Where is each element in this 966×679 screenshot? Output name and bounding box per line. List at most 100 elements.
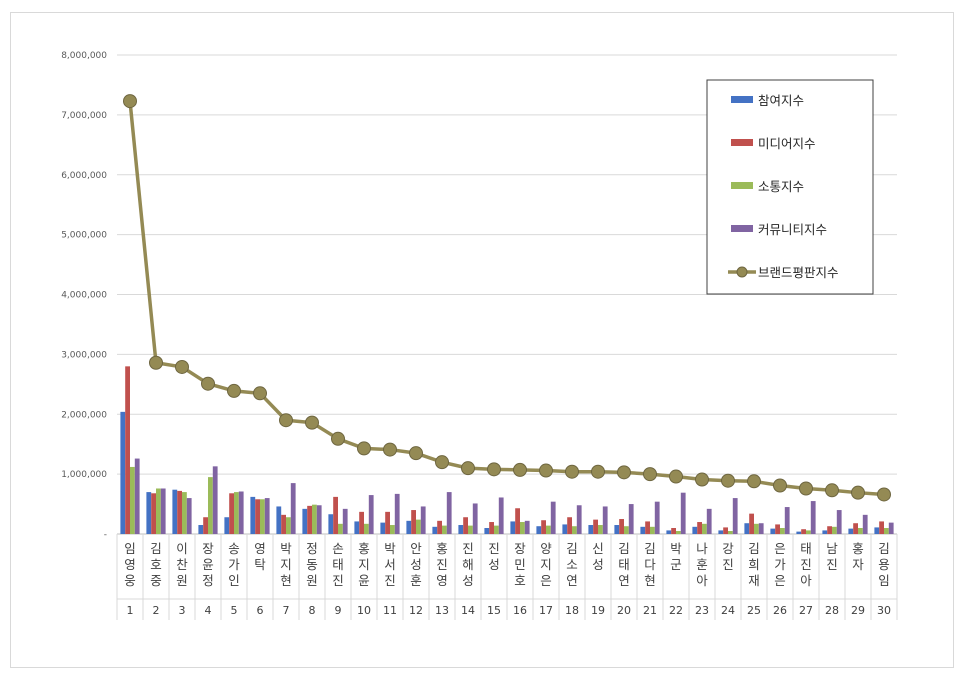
x-rank-label: 16 (513, 604, 527, 617)
data-point (669, 469, 683, 484)
data-point (357, 441, 371, 456)
x-tick-label: 진 (800, 557, 812, 572)
legend-label: 소통지수 (758, 179, 804, 194)
bar (390, 525, 395, 534)
data-point (591, 464, 605, 479)
x-tick-label: 태 (332, 557, 344, 572)
bar (576, 505, 582, 534)
legend-label: 커뮤니티지수 (758, 222, 827, 237)
x-tick-label: 신 (592, 541, 604, 556)
bar (380, 522, 386, 534)
x-rank-label: 18 (565, 604, 579, 617)
data-point (643, 467, 657, 482)
bar (550, 501, 556, 534)
x-tick-label: 성 (410, 557, 422, 572)
bar (385, 511, 390, 534)
bar (836, 510, 842, 534)
legend-swatch (731, 96, 753, 103)
x-tick-label: 지 (280, 557, 292, 572)
x-tick-label: 원 (176, 573, 188, 588)
bar (692, 526, 698, 534)
data-point (539, 463, 553, 478)
x-tick-label: 동 (306, 557, 318, 572)
legend-marker (736, 266, 748, 278)
x-tick-label: 민 (514, 557, 526, 572)
x-rank-label: 15 (487, 604, 501, 617)
y-tick-label: 2,000,000 (61, 410, 107, 420)
bar (172, 489, 178, 534)
bar (484, 528, 490, 534)
bar (264, 498, 270, 534)
bar (224, 517, 230, 534)
bar (706, 508, 712, 534)
x-tick-label: 홍 (436, 541, 448, 556)
x-tick-label: 성 (592, 557, 604, 572)
x-tick-label: 임 (124, 541, 136, 556)
bar (524, 520, 530, 534)
bar (588, 525, 594, 534)
x-tick-label: 서 (384, 557, 396, 572)
x-tick-label: 성 (462, 573, 474, 588)
x-tick-label: 나 (696, 541, 708, 556)
x-tick-label: 자 (852, 557, 864, 572)
x-tick-label: 가 (228, 557, 240, 572)
x-tick-label: 손 (332, 541, 344, 556)
x-tick-label: 호 (150, 557, 162, 572)
bar (546, 525, 551, 534)
x-tick-label: 호 (514, 573, 526, 588)
data-point (201, 376, 215, 391)
x-tick-label: 인 (228, 573, 240, 588)
bar (770, 528, 776, 534)
bar (541, 520, 546, 534)
bar (822, 530, 828, 534)
x-rank-label: 27 (799, 604, 813, 617)
x-tick-label: 홍 (358, 541, 370, 556)
bar (879, 521, 884, 534)
data-point (383, 442, 397, 457)
x-rank-label: 20 (617, 604, 631, 617)
bar (758, 523, 764, 534)
x-tick-label: 연 (618, 573, 630, 588)
bar (806, 530, 811, 534)
data-point (123, 94, 137, 109)
x-tick-label: 아 (696, 573, 708, 588)
data-point (253, 386, 267, 401)
bar (146, 492, 152, 534)
bar (654, 501, 660, 534)
x-tick-label: 김 (878, 541, 890, 556)
x-rank-label: 11 (383, 604, 397, 617)
bar (208, 477, 213, 534)
bar (312, 504, 317, 534)
bar (749, 513, 754, 534)
x-tick-label: 태 (800, 541, 812, 556)
x-tick-label: 진 (722, 557, 734, 572)
x-tick-label: 다 (644, 557, 656, 572)
bar (676, 531, 681, 534)
bar (212, 466, 218, 534)
x-tick-label: 지 (540, 557, 552, 572)
bar (182, 492, 187, 534)
bar (472, 503, 478, 534)
data-point (487, 462, 501, 477)
x-rank-label: 28 (825, 604, 839, 617)
bar (468, 525, 473, 534)
bar (602, 506, 608, 534)
data-point (409, 446, 423, 461)
y-tick-label: 4,000,000 (61, 291, 107, 301)
x-tick-label: 성 (488, 557, 500, 572)
x-tick-label: 재 (748, 573, 760, 588)
x-tick-label: 김 (644, 541, 656, 556)
x-tick-label: 태 (618, 557, 630, 572)
x-rank-label: 4 (205, 604, 212, 617)
x-axis: 임영웅1김호중2이찬원3장윤정4송가인5영탁6박지현7정동원8손태진9홍지윤10… (116, 534, 898, 620)
bar (593, 519, 598, 534)
bar (406, 520, 412, 534)
bar (177, 490, 182, 534)
x-rank-label: 13 (435, 604, 449, 617)
bar (394, 493, 400, 534)
data-point (617, 465, 631, 480)
data-point (305, 415, 319, 430)
bar (316, 505, 322, 534)
bar (238, 491, 244, 534)
